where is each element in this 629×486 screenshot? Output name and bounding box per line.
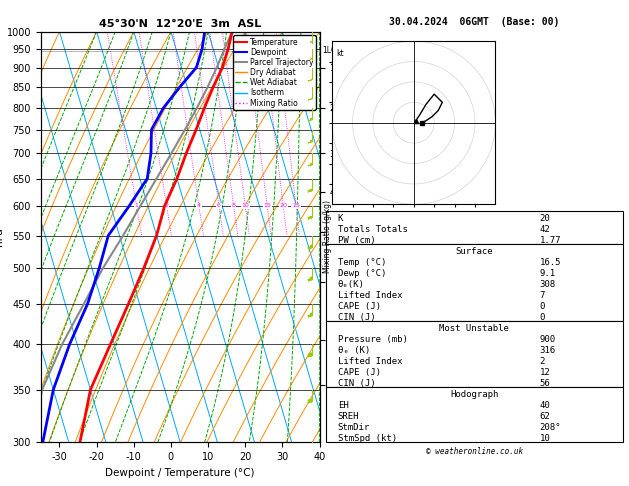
Bar — [326, 244, 623, 321]
Text: 40: 40 — [540, 401, 550, 410]
Text: EH: EH — [338, 401, 348, 410]
Text: 1LCL: 1LCL — [322, 46, 341, 55]
Text: Most Unstable: Most Unstable — [439, 324, 509, 333]
Bar — [326, 387, 623, 442]
Text: 30.04.2024  06GMT  (Base: 00): 30.04.2024 06GMT (Base: 00) — [389, 17, 559, 27]
Text: Lifted Index: Lifted Index — [338, 357, 402, 366]
Text: 1.77: 1.77 — [540, 236, 561, 245]
Text: 25: 25 — [292, 203, 300, 208]
Text: 20: 20 — [279, 203, 287, 208]
Text: 10: 10 — [242, 203, 249, 208]
Text: θₑ(K): θₑ(K) — [338, 280, 365, 289]
Text: 208°: 208° — [540, 423, 561, 432]
Text: Dewp (°C): Dewp (°C) — [338, 269, 386, 278]
Text: 0: 0 — [540, 313, 545, 322]
Text: 15: 15 — [264, 203, 271, 208]
Text: 0: 0 — [540, 302, 545, 311]
Text: Pressure (mb): Pressure (mb) — [338, 335, 408, 344]
Text: CIN (J): CIN (J) — [338, 313, 376, 322]
Text: CAPE (J): CAPE (J) — [338, 302, 381, 311]
Text: CIN (J): CIN (J) — [338, 379, 376, 388]
Text: 8: 8 — [231, 203, 235, 208]
Legend: Temperature, Dewpoint, Parcel Trajectory, Dry Adiabat, Wet Adiabat, Isotherm, Mi: Temperature, Dewpoint, Parcel Trajectory… — [233, 35, 316, 110]
Y-axis label: km
ASL: km ASL — [336, 229, 355, 245]
Text: 2: 2 — [165, 203, 169, 208]
Text: © weatheronline.co.uk: © weatheronline.co.uk — [426, 447, 523, 456]
Text: kt: kt — [336, 49, 344, 58]
Text: 308: 308 — [540, 280, 555, 289]
Text: 6: 6 — [217, 203, 221, 208]
Text: 1: 1 — [135, 203, 138, 208]
Y-axis label: hPa: hPa — [0, 227, 4, 246]
Text: K: K — [338, 214, 343, 223]
Text: 10: 10 — [540, 434, 550, 443]
Text: 12: 12 — [540, 368, 550, 377]
Text: Hodograph: Hodograph — [450, 390, 498, 399]
Text: StmSpd (kt): StmSpd (kt) — [338, 434, 397, 443]
Text: Surface: Surface — [455, 247, 493, 256]
Text: 900: 900 — [540, 335, 555, 344]
Text: 20: 20 — [540, 214, 550, 223]
Text: SREH: SREH — [338, 412, 359, 421]
Title: 45°30'N  12°20'E  3m  ASL: 45°30'N 12°20'E 3m ASL — [99, 19, 261, 30]
Bar — [326, 321, 623, 387]
X-axis label: Dewpoint / Temperature (°C): Dewpoint / Temperature (°C) — [106, 468, 255, 478]
Text: CAPE (J): CAPE (J) — [338, 368, 381, 377]
Text: 4: 4 — [197, 203, 201, 208]
Text: 56: 56 — [540, 379, 550, 388]
Text: 42: 42 — [540, 225, 550, 234]
Text: Totals Totals: Totals Totals — [338, 225, 408, 234]
Text: PW (cm): PW (cm) — [338, 236, 376, 245]
Text: 16.5: 16.5 — [540, 258, 561, 267]
Text: 62: 62 — [540, 412, 550, 421]
Text: 7: 7 — [540, 291, 545, 300]
Text: Mixing Ratio (g/kg): Mixing Ratio (g/kg) — [323, 200, 331, 274]
Text: 316: 316 — [540, 346, 555, 355]
Text: 2: 2 — [540, 357, 545, 366]
Text: Temp (°C): Temp (°C) — [338, 258, 386, 267]
Text: θₑ (K): θₑ (K) — [338, 346, 370, 355]
Text: 9.1: 9.1 — [540, 269, 555, 278]
Text: Lifted Index: Lifted Index — [338, 291, 402, 300]
Bar — [326, 211, 623, 244]
Text: StmDir: StmDir — [338, 423, 370, 432]
